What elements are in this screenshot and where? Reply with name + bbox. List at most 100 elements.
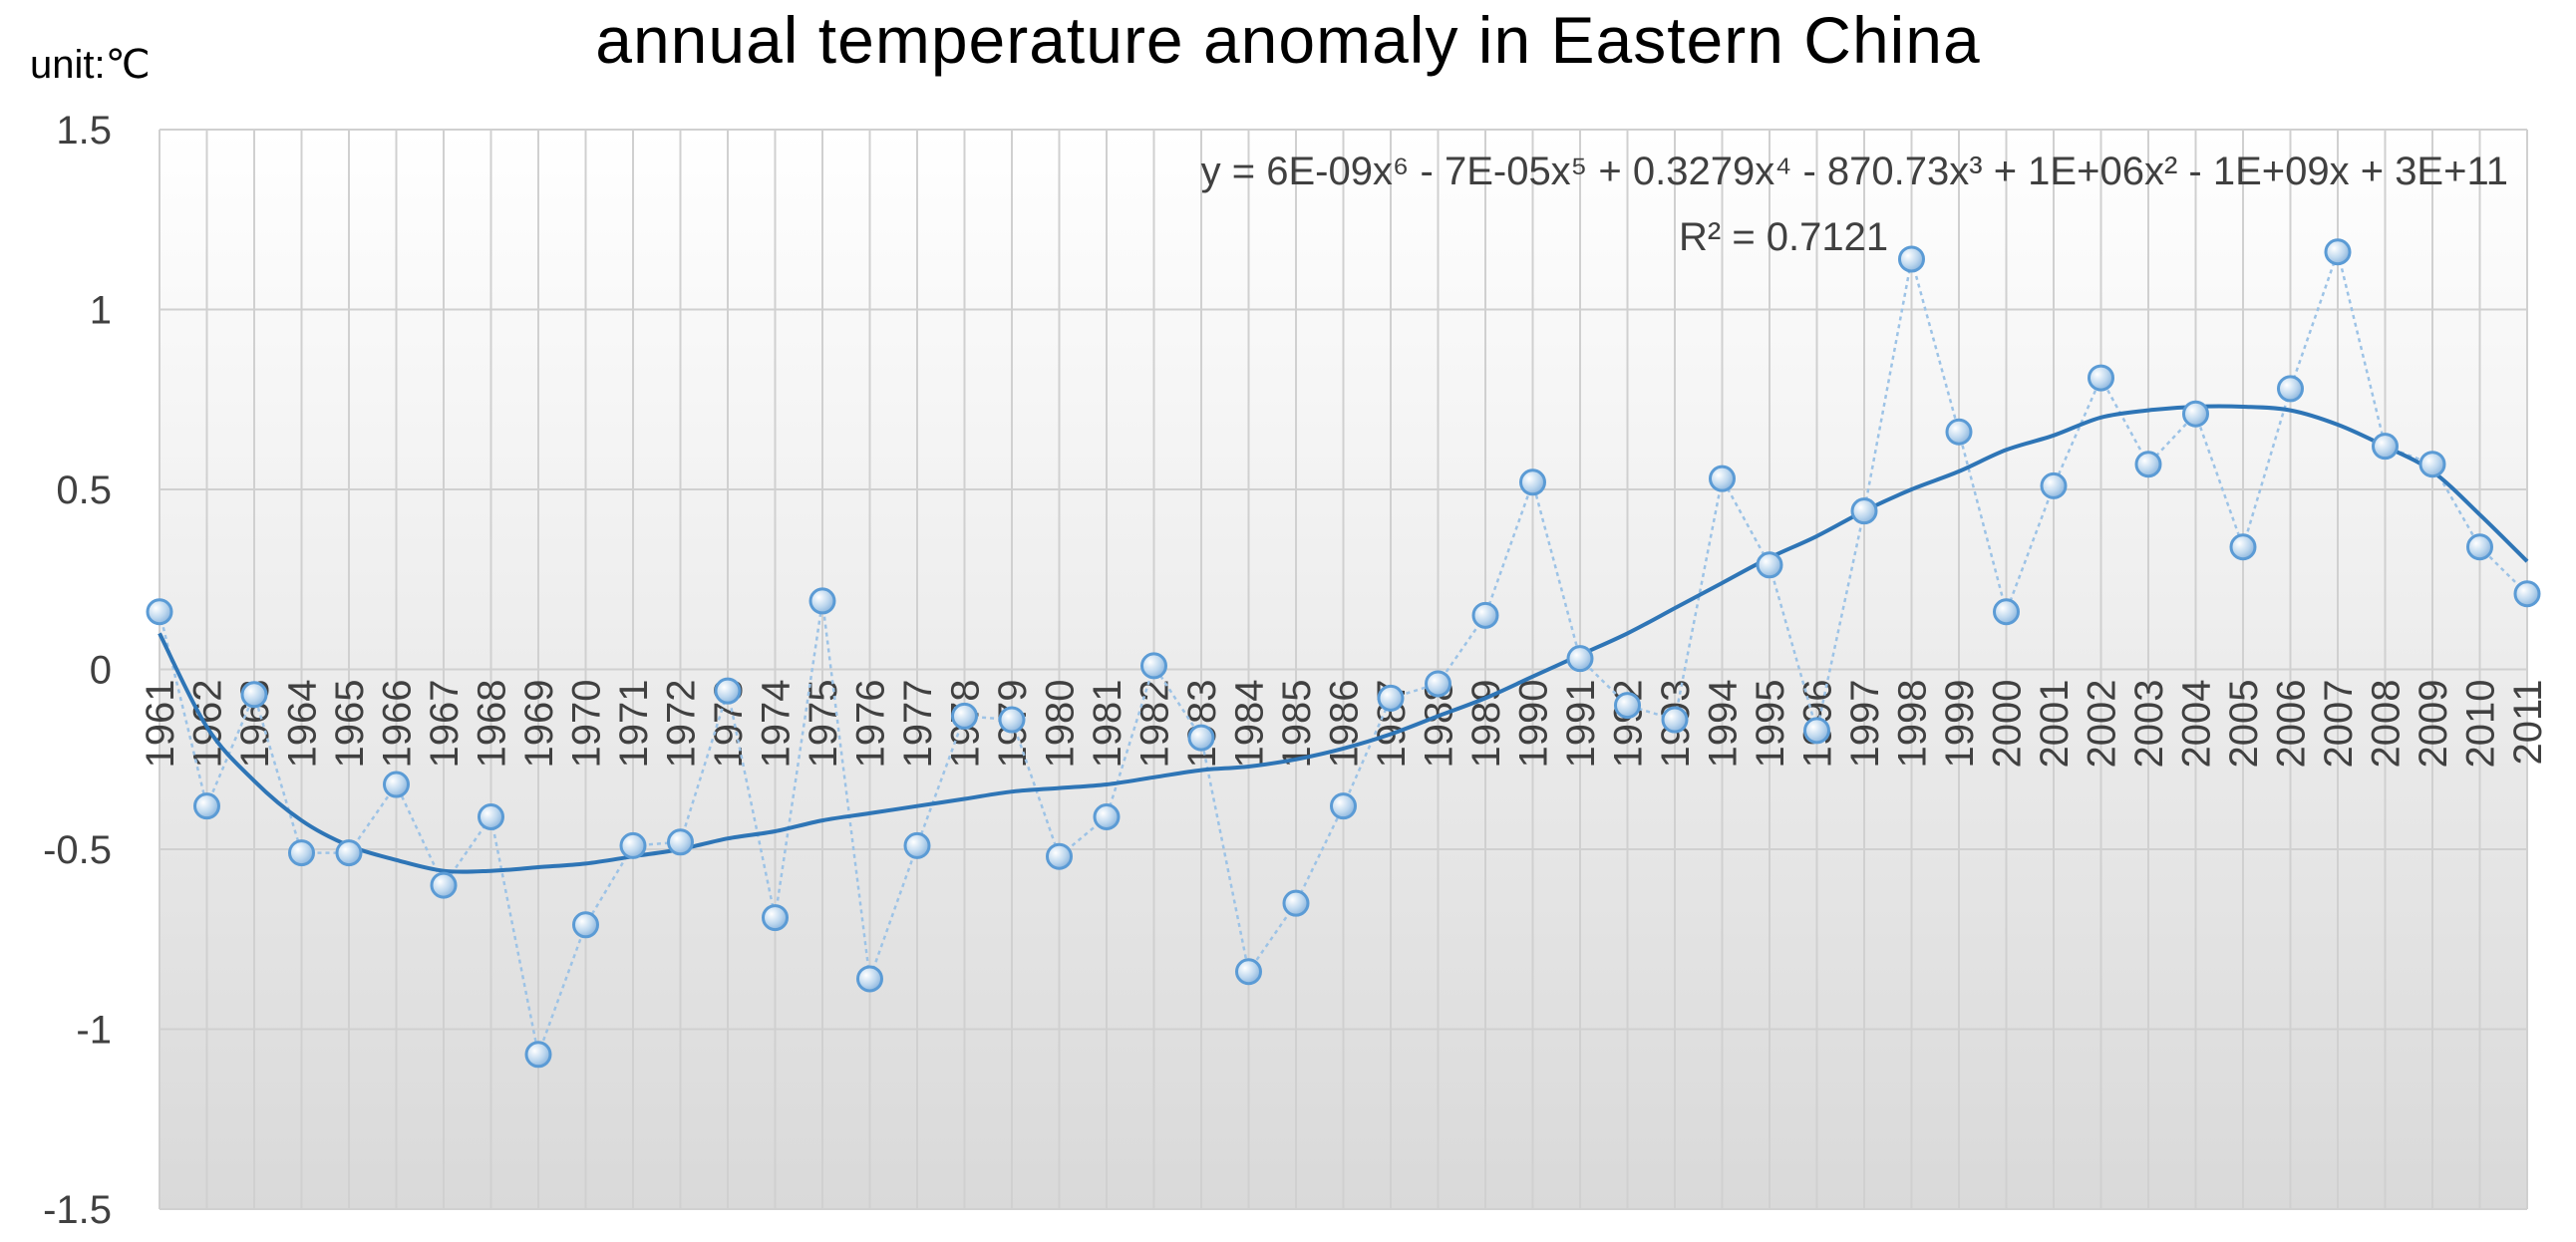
trendline-r-squared: R² = 0.7121 bbox=[1679, 215, 1889, 259]
data-point bbox=[2088, 364, 2114, 392]
x-tick-label: 1961 bbox=[139, 680, 182, 769]
data-point bbox=[1661, 706, 1689, 734]
data-point bbox=[572, 911, 599, 939]
data-point bbox=[1898, 245, 1925, 273]
data-point bbox=[1519, 468, 1546, 496]
data-point bbox=[1850, 497, 1878, 525]
x-tick-label: 2007 bbox=[2317, 680, 2361, 769]
data-point bbox=[2277, 375, 2304, 403]
data-point bbox=[2513, 580, 2541, 608]
data-point bbox=[1377, 684, 1405, 712]
x-tick-label: 2005 bbox=[2222, 680, 2266, 769]
data-point bbox=[1945, 418, 1973, 446]
x-tick-label: 1985 bbox=[1275, 680, 1319, 769]
data-point bbox=[1187, 724, 1215, 752]
data-point bbox=[478, 803, 504, 831]
data-point bbox=[762, 904, 789, 932]
polynomial-trendline bbox=[158, 404, 2529, 874]
y-tick-label: 0.5 bbox=[56, 468, 112, 512]
x-tick-label: 1999 bbox=[1938, 680, 1982, 769]
data-point bbox=[1756, 551, 1783, 579]
x-tick-label: 2000 bbox=[1986, 680, 2030, 769]
x-tick-label: 1989 bbox=[1464, 680, 1508, 769]
x-tick-label: 1980 bbox=[1039, 680, 1083, 769]
data-point bbox=[903, 831, 931, 859]
chart-title: annual temperature anomaly in Eastern Ch… bbox=[595, 3, 1981, 77]
data-points bbox=[146, 238, 2541, 1069]
y-tick-label: 1 bbox=[90, 289, 112, 333]
data-point bbox=[1330, 792, 1357, 820]
data-point bbox=[288, 839, 315, 867]
x-tick-label: 1994 bbox=[1702, 680, 1746, 769]
x-tick-label: 2011 bbox=[2506, 680, 2550, 766]
trendline bbox=[158, 404, 2529, 874]
data-point bbox=[193, 792, 220, 820]
y-tick-label: -1 bbox=[76, 1009, 112, 1053]
x-tick-label: 1968 bbox=[471, 680, 514, 769]
data-point bbox=[2418, 451, 2446, 478]
data-point bbox=[1709, 465, 1736, 492]
data-point bbox=[2372, 433, 2399, 461]
x-tick-label: 1970 bbox=[565, 680, 609, 769]
x-tick-label: 1995 bbox=[1749, 680, 1792, 769]
data-point bbox=[146, 598, 173, 626]
x-tick-label: 2002 bbox=[2081, 680, 2124, 769]
x-tick-label: 1971 bbox=[612, 680, 656, 769]
data-point bbox=[2182, 400, 2209, 428]
data-point bbox=[1046, 842, 1073, 870]
data-point bbox=[619, 831, 647, 859]
unit-label: unit:℃ bbox=[30, 43, 151, 87]
x-tick-label: 1976 bbox=[849, 680, 893, 769]
data-point bbox=[2466, 533, 2493, 561]
x-tick-label: 2004 bbox=[2175, 680, 2219, 769]
x-tick-label: 2006 bbox=[2270, 680, 2314, 769]
data-point bbox=[1235, 958, 1262, 986]
data-point bbox=[2229, 533, 2257, 561]
x-tick-label: 1967 bbox=[423, 680, 467, 769]
x-tick-label: 1981 bbox=[1086, 680, 1129, 769]
data-point bbox=[951, 702, 978, 730]
x-tick-label: 1977 bbox=[896, 680, 940, 769]
data-point bbox=[1803, 717, 1830, 745]
x-tick-label: 1998 bbox=[1891, 680, 1935, 769]
data-point bbox=[335, 839, 363, 867]
x-tick-label: 2010 bbox=[2459, 680, 2503, 769]
x-tick-label: 2008 bbox=[2365, 680, 2409, 769]
x-tick-label: 2009 bbox=[2412, 680, 2455, 769]
data-point bbox=[1282, 889, 1310, 917]
data-point bbox=[383, 771, 410, 798]
vertical-gridlines bbox=[159, 130, 2528, 1209]
x-tick-label: 1991 bbox=[1559, 680, 1603, 769]
x-tick-label: 1974 bbox=[755, 680, 799, 769]
data-point bbox=[1471, 601, 1499, 629]
data-point bbox=[856, 965, 883, 993]
x-tick-label: 1997 bbox=[1843, 680, 1887, 769]
x-tick-label: 1966 bbox=[376, 680, 420, 769]
y-tick-label: 0 bbox=[90, 649, 112, 693]
x-tick-label: 1972 bbox=[660, 680, 704, 769]
data-point bbox=[240, 681, 268, 709]
data-point bbox=[2324, 238, 2352, 266]
y-tick-label: -0.5 bbox=[43, 828, 112, 872]
y-tick-label: 1.5 bbox=[56, 109, 112, 153]
data-point bbox=[2040, 471, 2068, 499]
data-point bbox=[1993, 598, 2020, 626]
x-tick-label: 2003 bbox=[2127, 680, 2171, 769]
data-point bbox=[714, 677, 742, 705]
x-tick-label: 1983 bbox=[1180, 680, 1224, 769]
x-tick-label: 2001 bbox=[2033, 680, 2077, 769]
x-tick-label: 1982 bbox=[1133, 680, 1177, 769]
data-point bbox=[667, 828, 694, 856]
y-tick-label: -1.5 bbox=[43, 1188, 112, 1232]
data-point bbox=[2134, 451, 2162, 478]
data-point bbox=[1614, 692, 1641, 720]
trendline-equation: y = 6E-09x⁶ - 7E-05x⁵ + 0.3279x⁴ - 870.7… bbox=[1200, 150, 2508, 193]
data-point bbox=[1566, 645, 1594, 673]
data-point bbox=[1140, 652, 1167, 680]
data-point bbox=[430, 871, 458, 899]
x-tick-label: 1984 bbox=[1228, 680, 1272, 769]
data-point bbox=[1093, 803, 1121, 831]
x-axis-tick-labels: 1961 1962 1963 1964 1965 1966 1967 1968 1969 1970… bbox=[139, 680, 2550, 769]
